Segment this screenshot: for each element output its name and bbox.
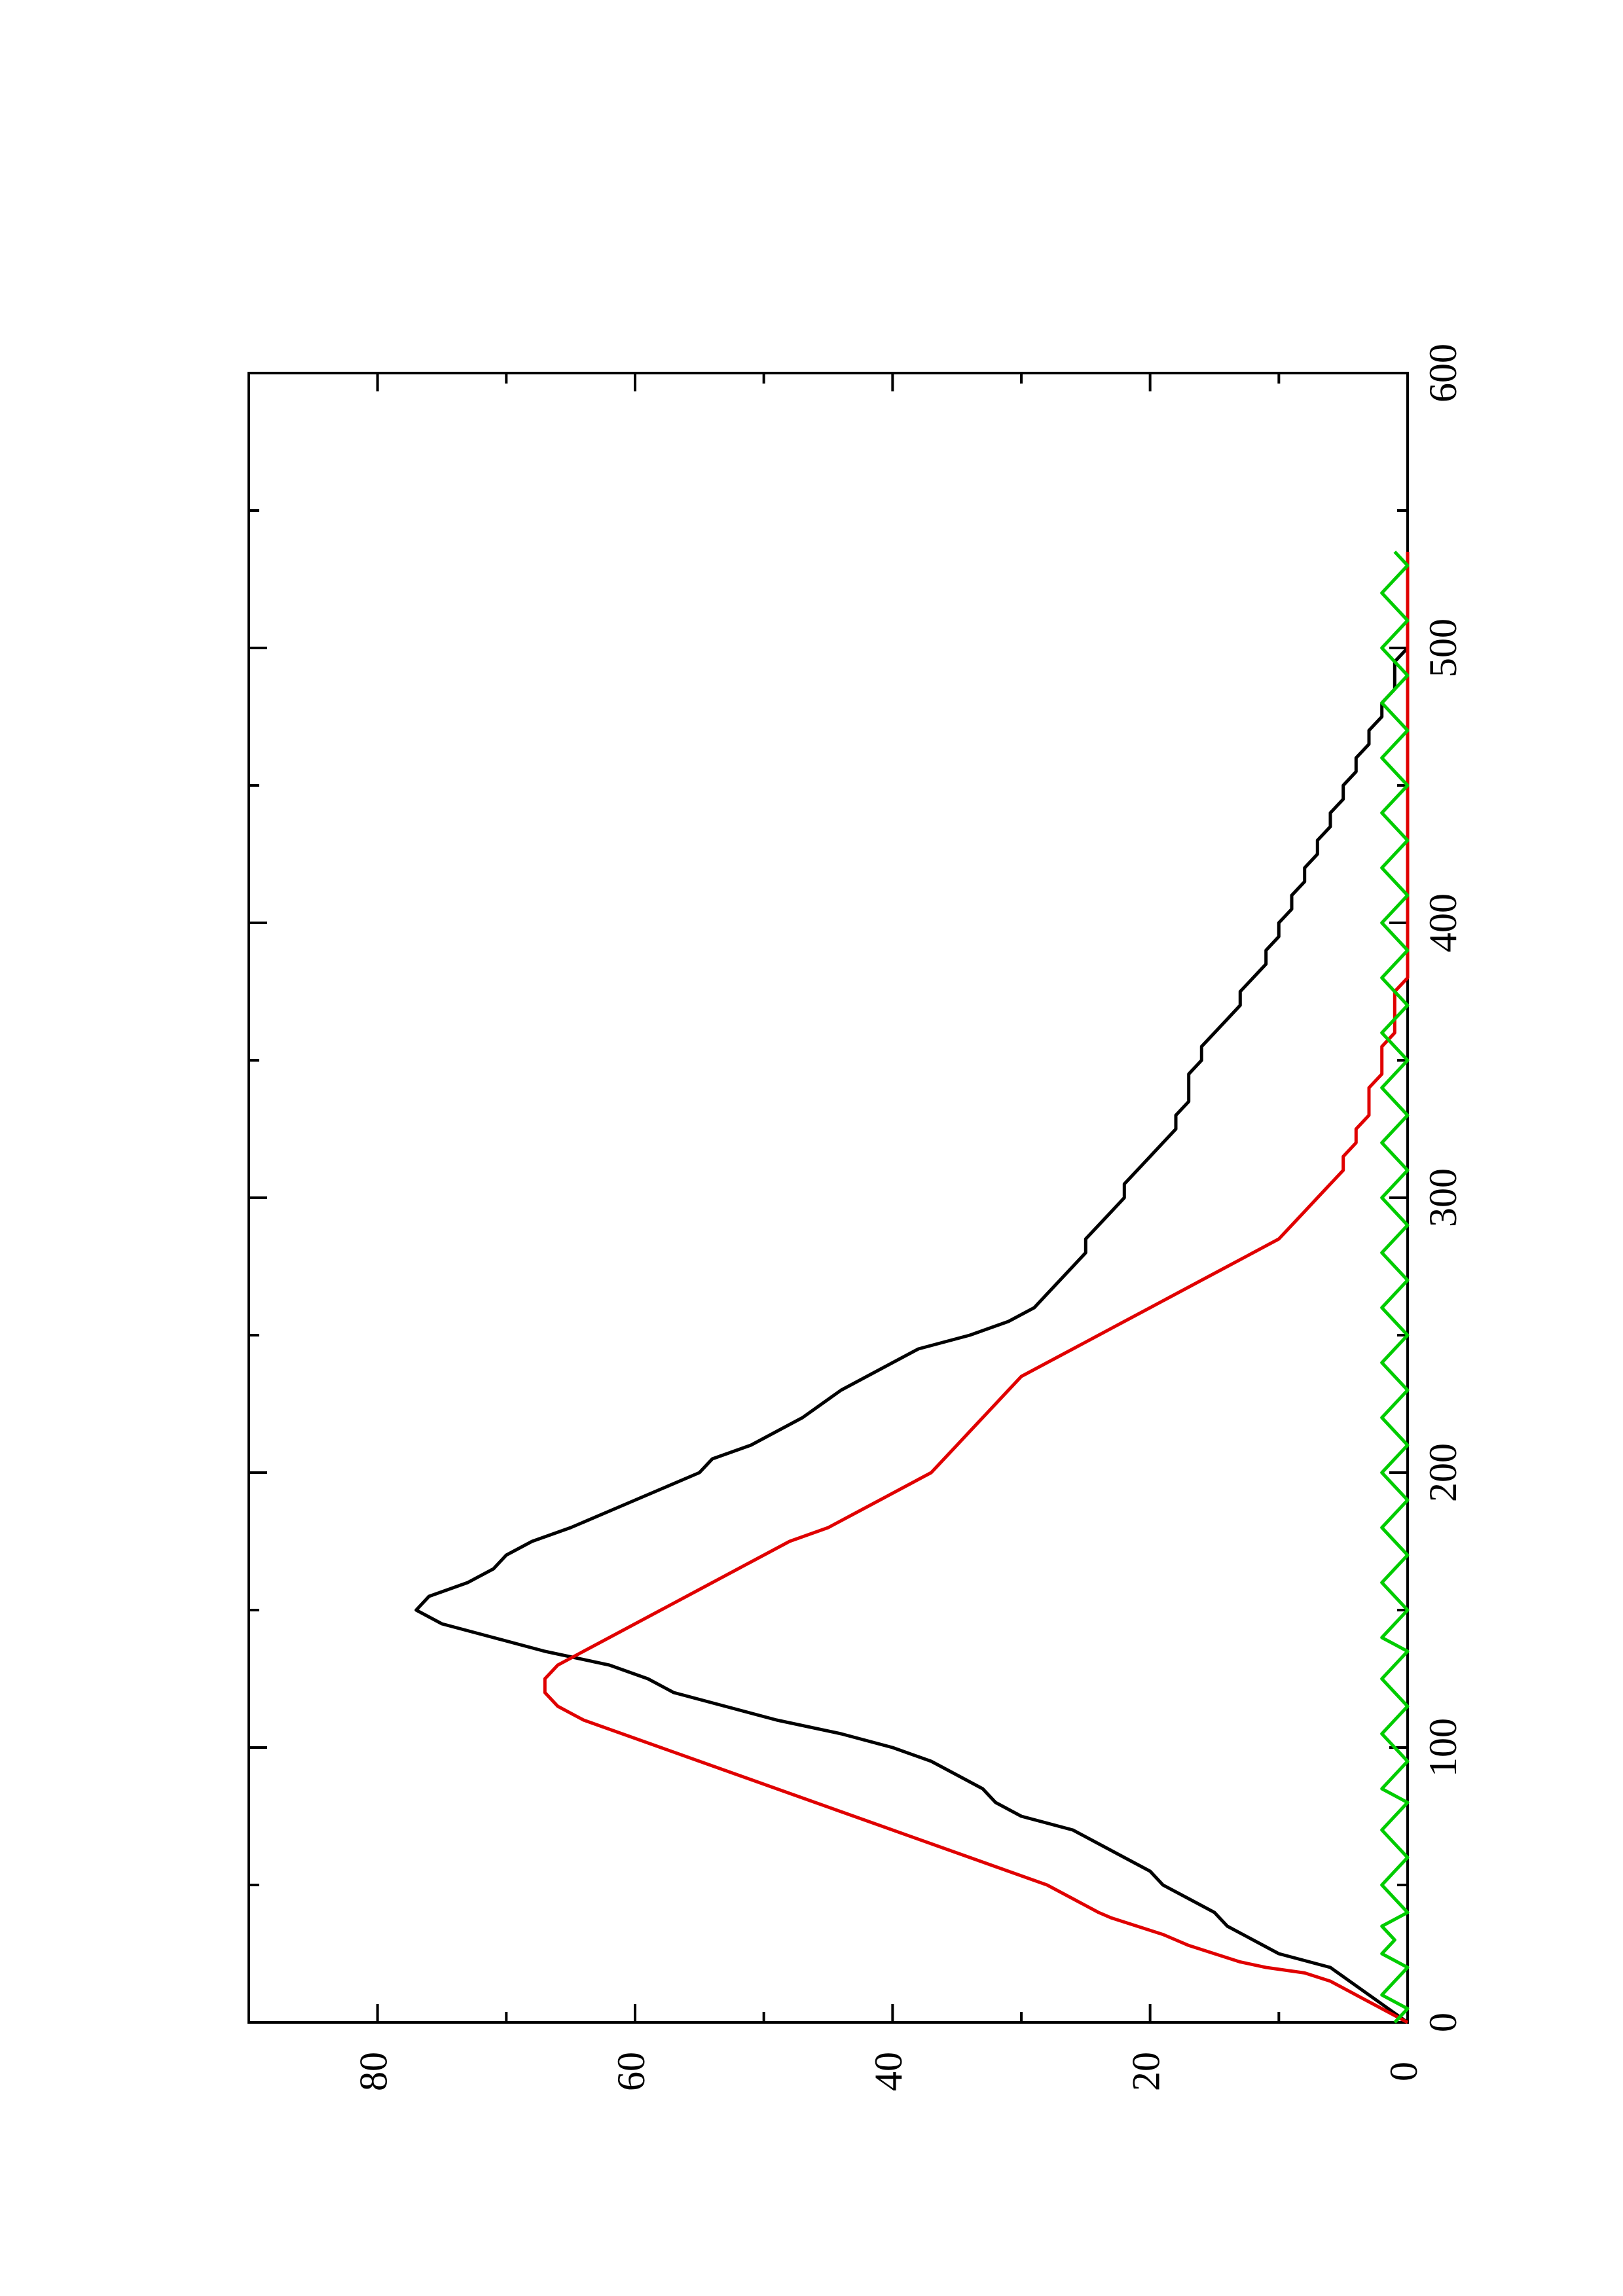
x-tick-label: 200 [1421,1443,1465,1502]
series-group [414,550,1410,2024]
x-tick-label: 0 [1421,2013,1465,2032]
y-tick-label: 0 [1382,2062,1425,2081]
series-line-1 [414,552,1410,2024]
y-tick-label: 40 [867,2052,910,2091]
series-line-3 [1380,550,1410,2024]
axis-ticks [249,372,1409,2024]
x-tick-label: 400 [1421,893,1465,952]
x-tick-label: 500 [1421,619,1465,677]
tick-labels: 0 100 200 300 400 500 600 0 20 40 60 80 [352,344,1464,2091]
series-line-2 [543,552,1410,2024]
plot-frame [247,372,1409,2024]
y-tick-label: 20 [1124,2052,1167,2091]
y-tick-label: 80 [352,2052,395,2091]
x-tick-label: 600 [1421,344,1465,403]
x-tick-label: 100 [1421,1718,1465,1777]
x-tick-label: 300 [1421,1168,1465,1227]
y-tick-label: 60 [610,2052,653,2091]
